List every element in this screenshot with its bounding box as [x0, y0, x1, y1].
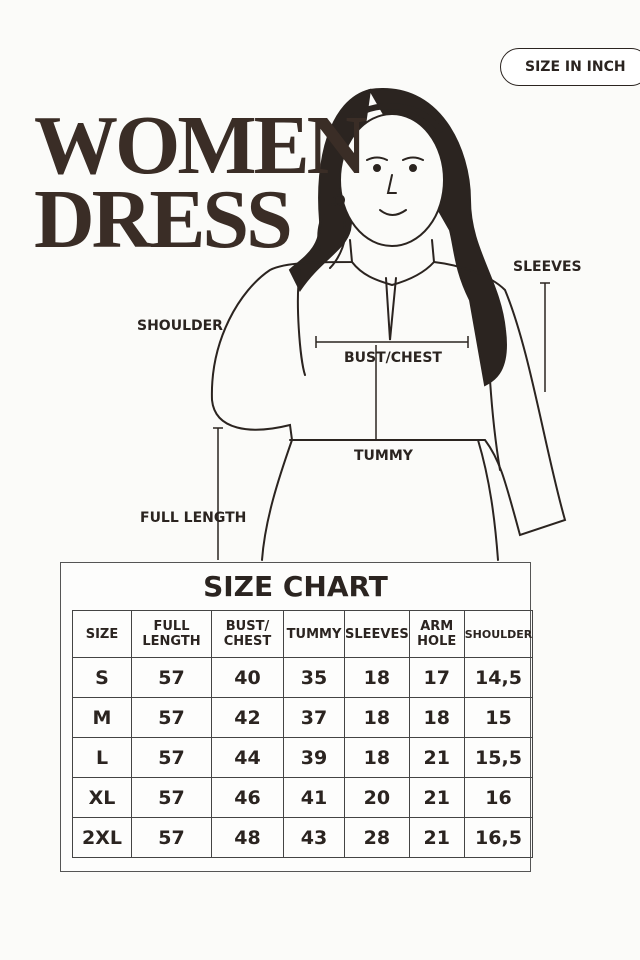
- cell: 21: [408, 737, 465, 778]
- header-cell: BUST/ CHEST: [211, 610, 284, 658]
- cell: 15: [463, 697, 534, 738]
- measure-label: SLEEVES: [513, 259, 582, 275]
- cell: 42: [211, 697, 284, 738]
- unit-badge[interactable]: SIZE IN INCH: [500, 48, 640, 86]
- cell: 48: [211, 817, 284, 858]
- measure-label: BUST/CHEST: [344, 350, 442, 366]
- header-cell: TUMMY: [283, 610, 345, 658]
- measure-label: TUMMY: [354, 448, 413, 464]
- cell: 18: [344, 697, 410, 738]
- table-row: S 57 40 35 18 17 14,5: [72, 657, 534, 698]
- table-row: L 57 44 39 18 21 15,5: [72, 737, 534, 778]
- cell: S: [72, 657, 132, 698]
- cell: 20: [344, 777, 410, 818]
- cell: 21: [408, 817, 465, 858]
- cell: 57: [131, 657, 212, 698]
- cell: 44: [211, 737, 284, 778]
- measure-label: SHOULDER: [137, 318, 223, 334]
- cell: 57: [131, 697, 212, 738]
- cell: 14,5: [463, 657, 534, 698]
- cell: 15,5: [463, 737, 534, 778]
- header-cell: SLEEVES: [344, 610, 410, 658]
- title-line: WOMEN: [34, 99, 367, 192]
- cell: 17: [408, 657, 465, 698]
- cell: 18: [344, 657, 410, 698]
- cell: 57: [131, 777, 212, 818]
- header-cell: SHOULDER: [463, 610, 534, 658]
- cell: XL: [72, 777, 132, 818]
- table-row: XL 57 46 41 20 21 16: [72, 777, 534, 818]
- measure-label: FULL LENGTH: [140, 510, 247, 526]
- cell: 46: [211, 777, 284, 818]
- header-cell: FULL LENGTH: [131, 610, 212, 658]
- cell: 57: [131, 817, 212, 858]
- header-row: SIZE FULL LENGTH BUST/ CHEST TUMMY SLEEVES AR…: [72, 610, 534, 658]
- cell: 35: [283, 657, 345, 698]
- cell: 2XL: [72, 817, 132, 858]
- table-row: M 57 42 37 18 18 15: [72, 697, 534, 738]
- cell: 18: [344, 737, 410, 778]
- cell: 43: [283, 817, 345, 858]
- cell: 39: [283, 737, 345, 778]
- size-table: SIZE FULL LENGTH BUST/ CHEST TUMMY SLEEVES AR…: [72, 610, 534, 858]
- title-line: DRESS: [34, 173, 293, 266]
- cell: 57: [131, 737, 212, 778]
- cell: 21: [408, 777, 465, 818]
- table-row: 2XL 57 48 43 28 21 16,5: [72, 817, 534, 858]
- cell: 40: [211, 657, 284, 698]
- cell: 41: [283, 777, 345, 818]
- cell: 16,5: [463, 817, 534, 858]
- cell: 28: [344, 817, 410, 858]
- cell: 37: [283, 697, 345, 738]
- cell: M: [72, 697, 132, 738]
- cell: L: [72, 737, 132, 778]
- header-cell: SIZE: [72, 610, 132, 658]
- header-cell: ARM HOLE: [408, 610, 465, 658]
- size-chart-title: SIZE CHART: [203, 570, 388, 603]
- cell: 16: [463, 777, 534, 818]
- cell: 18: [408, 697, 465, 738]
